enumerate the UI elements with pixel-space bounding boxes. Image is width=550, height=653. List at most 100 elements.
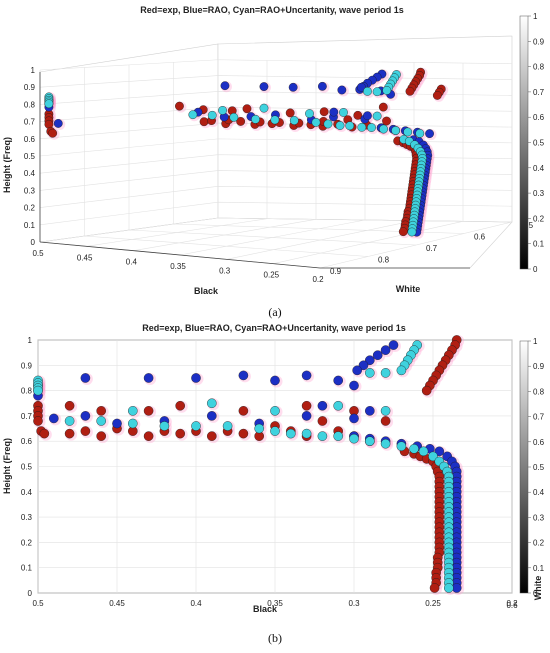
panel-b-series-0-point — [238, 406, 249, 416]
panel-b-series-2-point — [206, 398, 217, 409]
panel-a-y-tick-label: 0.6 — [474, 233, 486, 242]
panel-a-colorbar-tick-label: 0.9 — [533, 37, 545, 46]
panel-a-grid-line — [39, 91, 513, 105]
panel-b-xlabel: Black — [253, 604, 278, 614]
panel-a-series-2-point — [323, 119, 333, 129]
panel-a-series-0-point — [378, 102, 388, 112]
panel-a-series-1-point — [425, 129, 434, 139]
panel-b-series-0-point — [80, 426, 91, 436]
panel-b-title: Red=exp, Blue=RAO, Cyan=RAO+Uncertanity,… — [142, 323, 405, 333]
panel-b-series-1-point — [112, 418, 122, 429]
panel-b-series-0-point — [175, 428, 185, 439]
panel-a-z-tick-label: 0.1 — [24, 221, 36, 230]
panel-b-series-2-point — [317, 431, 328, 441]
panel-b-ylabel: Height (Freq) — [2, 438, 12, 494]
panel-a-colorbar-tick-label: 0.8 — [533, 63, 545, 72]
panel-a-series-1-point — [259, 82, 269, 92]
panel-a-z-tick-label: 0.6 — [24, 135, 36, 144]
panel-b-series-2-point — [301, 428, 312, 439]
panel-a-series-2-point — [311, 117, 321, 127]
panel-a-series-2-point — [357, 122, 367, 132]
panel-a-z-tick-label: 0.3 — [24, 186, 36, 195]
panel-b-corner-label: 0.6 — [506, 601, 518, 610]
panel-a-series-1-point — [356, 82, 366, 92]
panel-b-series-2-point — [396, 441, 407, 452]
panel-b-x-tick-label: 0.2 — [506, 599, 518, 608]
panel-a-y-tick-label: 0.9 — [330, 267, 342, 276]
panel-b-series-1-point — [388, 340, 399, 350]
panel-b-colorbar-tick-label: 0.7 — [533, 413, 545, 422]
panel-b-series-2-point — [127, 418, 138, 429]
panel-b-series-1-point — [270, 375, 280, 386]
panel-b-x-tick-label: 0.4 — [190, 599, 202, 608]
panel-b-series-2-point — [222, 421, 233, 431]
panel-a-x-tick-label: 0.35 — [170, 262, 186, 271]
panel-a-grid-line — [39, 106, 513, 122]
panel-b-series-0-point — [429, 583, 440, 593]
panel-a-colorbar-tick-label: 0.2 — [533, 214, 545, 223]
panel-b-caption: (b) — [268, 631, 282, 645]
panel-a-series-0-point — [242, 104, 252, 114]
panel-b-series-1-point — [80, 373, 91, 383]
panel-a-series-1-point — [220, 81, 230, 91]
panel-a-caption: (a) — [268, 305, 281, 319]
panel-b-series-0-point — [317, 416, 328, 426]
panel-a-grid-line — [39, 122, 513, 140]
panel-a-colorbar-tick-label: 0.7 — [533, 88, 545, 97]
panel-a-series-1-point — [288, 82, 298, 92]
panel-b-series-1-point — [358, 360, 369, 371]
panel-b-series-1-point — [352, 365, 362, 376]
panel-a-z-tick-label: 0.5 — [24, 152, 36, 161]
panel-b-x-tick-label: 0.35 — [267, 599, 283, 608]
panel-b-series-2-point — [349, 433, 359, 444]
panel-b-colorbar — [519, 340, 529, 594]
panel-a-series-0-point — [236, 117, 246, 126]
panel-a-series-0 — [44, 67, 446, 237]
panel-b-series-1-point — [380, 345, 391, 355]
panel-a-colorbar-tick-label: 1 — [533, 12, 538, 21]
panel-b-series-2-point — [364, 368, 375, 378]
panel-a-z-tick-label: 0 — [31, 238, 36, 247]
panel-a-y-tick-label: 0.7 — [426, 244, 438, 253]
panel-a-grid-line — [128, 229, 417, 246]
panel-b-series-0-point — [175, 400, 185, 411]
panel-a-x-tick-label: 0.25 — [264, 271, 280, 280]
panel-b-series-1-point — [238, 370, 249, 381]
panel-b-series-0-point — [39, 428, 50, 439]
panel-a-colorbar-tick-label: 0.5 — [533, 139, 545, 148]
panel-b-series-1-point — [301, 370, 312, 381]
panel-b-2d-scatter: Red=exp, Blue=RAO, Cyan=RAO+Uncertanity,… — [2, 323, 545, 645]
panel-a-title: Red=exp, Blue=RAO, Cyan=RAO+Uncertanity,… — [140, 5, 403, 15]
panel-a-series-0-point — [405, 86, 415, 96]
panel-a-series-2-point — [407, 227, 417, 237]
panel-a-series-1-point — [53, 119, 63, 128]
panel-a-series-2 — [44, 70, 427, 237]
panel-b-series-0-point — [96, 431, 106, 441]
panel-a-colorbar-tick-label: 0.4 — [533, 164, 545, 173]
panel-a-x-tick-label: 0.2 — [312, 275, 324, 284]
panel-a-series-0-point — [199, 117, 209, 127]
panel-b-series-2-point — [333, 431, 344, 441]
panel-a-series-2-point — [372, 111, 382, 121]
panel-a-series-1-point — [363, 111, 372, 121]
panel-a-series-2-point — [379, 124, 388, 134]
panel-b-series-2-point — [409, 443, 419, 454]
panel-b-series-2-point — [418, 446, 429, 457]
panel-a-z-tick-label: 1 — [31, 66, 36, 75]
panel-a-series-2-point — [218, 106, 227, 115]
panel-b-points — [33, 335, 465, 595]
panel-a-series-0-point — [48, 128, 58, 138]
panel-b-series-0-point — [143, 406, 154, 416]
panel-b-x-tick-label: 0.5 — [32, 599, 44, 608]
panel-a-series-2-point — [345, 121, 355, 131]
panel-a-series-2-point — [251, 114, 260, 124]
panel-b-series-1-point — [349, 413, 359, 424]
panel-a-z-tick-label: 0.9 — [24, 83, 36, 92]
panel-a-ylabel: White — [396, 284, 421, 294]
panel-b-series-2-point — [285, 428, 296, 439]
panel-b-colorbar-tick-label: 0.3 — [533, 513, 545, 522]
panel-b-y-tick-label: 0.6 — [21, 437, 33, 446]
panel-b-y-tick-label: 0.1 — [21, 564, 33, 573]
panel-a-grid — [39, 59, 513, 269]
